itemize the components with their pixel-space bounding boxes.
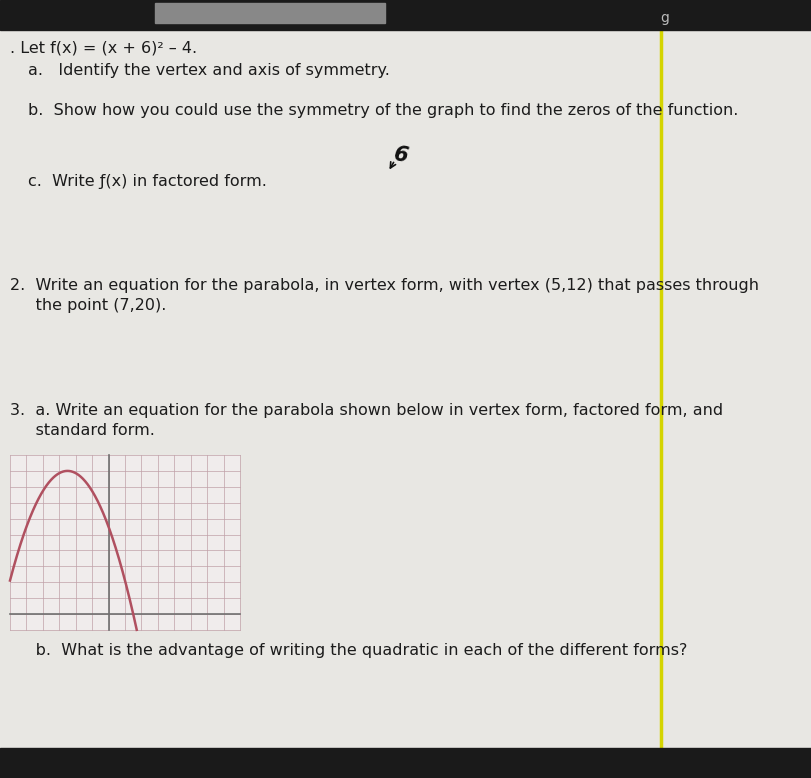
Bar (10, 455, 240, 630)
Text: b.  What is the advantage of writing the quadratic in each of the different form: b. What is the advantage of writing the … (10, 643, 688, 658)
Text: g: g (660, 11, 669, 25)
Text: 6: 6 (392, 144, 410, 166)
Text: . Let f(x) = (x + 6)² – 4.: . Let f(x) = (x + 6)² – 4. (10, 40, 197, 55)
Bar (155, 3, 385, 23)
Text: 2.  Write an equation for the parabola, in vertex form, with vertex (5,12) that : 2. Write an equation for the parabola, i… (10, 278, 759, 293)
Bar (0, 0, 811, 30)
Text: a.   Identify the vertex and axis of symmetry.: a. Identify the vertex and axis of symme… (28, 63, 390, 78)
Text: 3.  a. Write an equation for the parabola shown below in vertex form, factored f: 3. a. Write an equation for the parabola… (10, 403, 723, 418)
Text: c.  Write ƒ(x) in factored form.: c. Write ƒ(x) in factored form. (28, 174, 267, 189)
Text: the point (7,20).: the point (7,20). (10, 298, 166, 313)
Text: b.  Show how you could use the symmetry of the graph to find the zeros of the fu: b. Show how you could use the symmetry o… (28, 103, 738, 118)
Text: standard form.: standard form. (10, 423, 155, 438)
Bar (0, 748, 811, 778)
